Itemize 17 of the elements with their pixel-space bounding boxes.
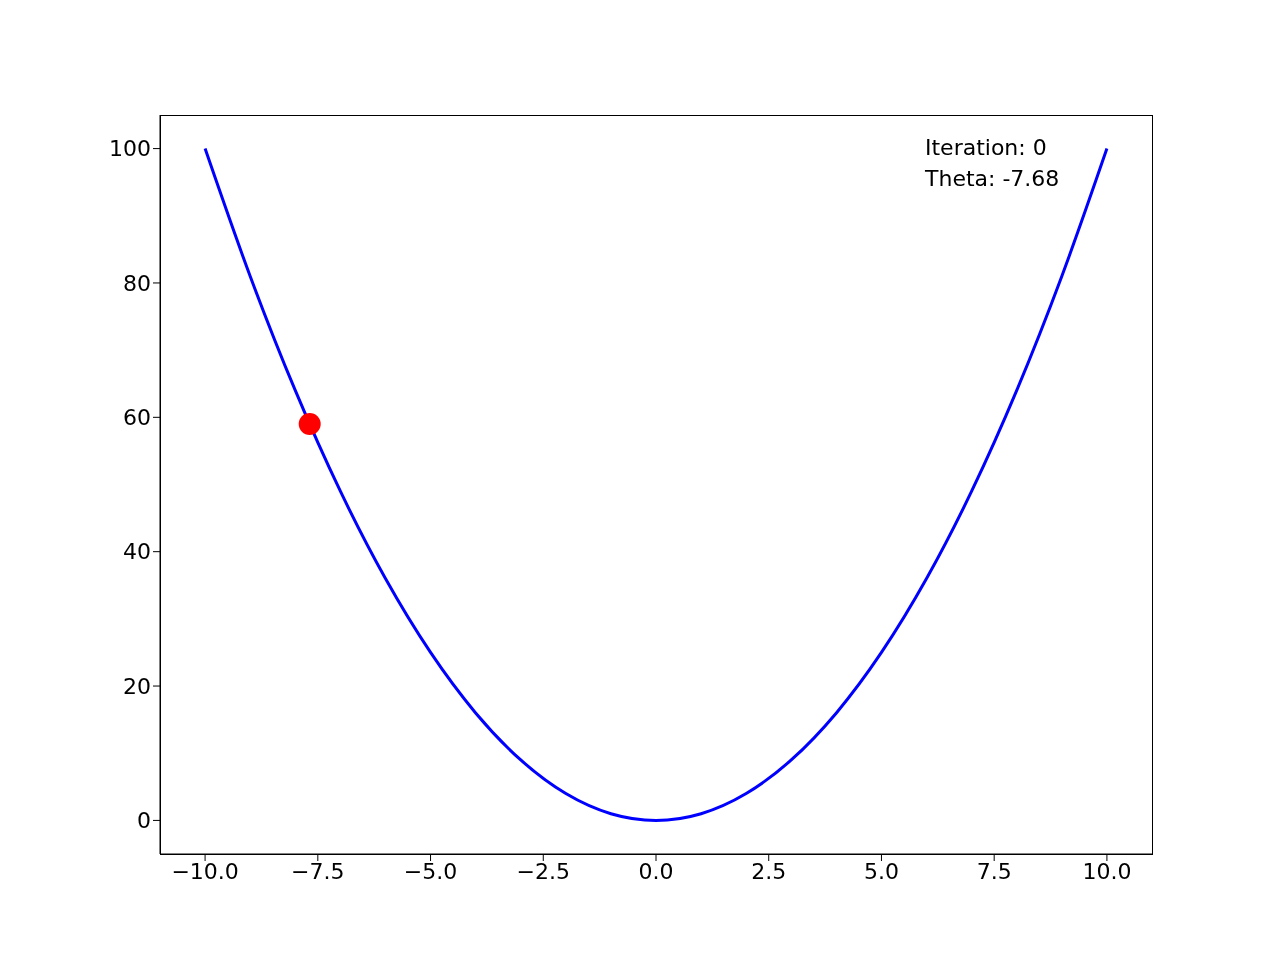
- x-tick-label: −2.5: [516, 858, 570, 884]
- x-tick-label: 7.5: [976, 858, 1012, 884]
- y-tick-label: 40: [123, 539, 151, 565]
- x-tick-label: 0.0: [638, 858, 674, 884]
- y-tick-label: 60: [123, 405, 151, 431]
- annotation: Iteration: 0: [925, 134, 1048, 162]
- x-tick-label: 10.0: [1082, 858, 1132, 884]
- y-tick-label: 80: [123, 270, 151, 296]
- y-tick-label: 100: [109, 136, 151, 162]
- y-tick-label: 20: [123, 673, 151, 699]
- x-tick-label: −7.5: [291, 858, 345, 884]
- x-tick-label: 5.0: [863, 858, 899, 884]
- x-tick-label: 2.5: [751, 858, 787, 884]
- x-tick-label: −10.0: [171, 858, 239, 884]
- annotation: Theta: -7.68: [925, 165, 1060, 193]
- x-tick-label: −5.0: [403, 858, 458, 884]
- y-tick-label: 0: [137, 808, 151, 834]
